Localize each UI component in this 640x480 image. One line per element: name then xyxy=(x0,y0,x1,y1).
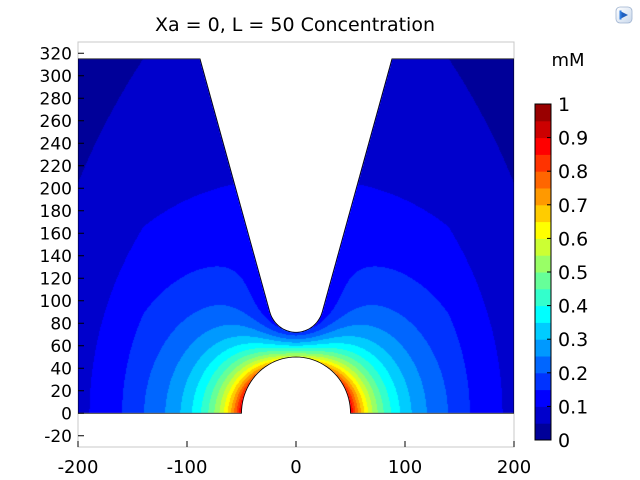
colorbar-band xyxy=(535,423,551,441)
colorbar-band xyxy=(535,322,551,340)
colorbar-tick-label: 0.4 xyxy=(558,296,588,318)
y-tick-label: 200 xyxy=(40,179,72,199)
colorbar: 1 0.9 0.8 0.7 0.6 0.5 0.4 0.3 0.2 0.1 0 xyxy=(534,94,588,452)
colorbar-unit: mM xyxy=(551,50,584,71)
domain-boundary xyxy=(78,58,514,414)
colorbar-band xyxy=(535,372,551,391)
colorbar-band xyxy=(535,305,551,323)
colorbar-band xyxy=(535,238,551,256)
x-axis: -200 -100 0 100 200 xyxy=(58,441,531,478)
y-tick-label: 120 xyxy=(40,269,72,289)
colorbar-band xyxy=(535,221,551,239)
x-tick-label: -100 xyxy=(167,457,208,478)
colorbar-tick-label: 0.1 xyxy=(558,396,588,418)
colorbar-band xyxy=(535,104,551,122)
y-tick-label: 220 xyxy=(40,157,72,177)
colorbar-band xyxy=(535,339,551,357)
y-tick-label: 320 xyxy=(40,44,72,64)
colorbar-tick-label: 0.7 xyxy=(558,195,588,217)
colorbar-band xyxy=(535,356,551,374)
colorbar-band xyxy=(535,137,551,155)
y-tick-label: 260 xyxy=(40,112,72,132)
comsol-logo-icon xyxy=(615,6,633,24)
x-tick-label: 0 xyxy=(290,457,301,478)
y-tick-label: 140 xyxy=(40,247,72,267)
colorbar-tick-label: 0.5 xyxy=(558,262,588,284)
colorbar-tick-label: 0.2 xyxy=(558,363,588,385)
colorbar-band xyxy=(535,389,551,407)
y-tick-label: 240 xyxy=(40,134,72,154)
y-tick-label: -20 xyxy=(44,427,72,447)
y-tick-label: 40 xyxy=(50,359,72,379)
colorbar-band xyxy=(535,204,551,223)
colorbar-band xyxy=(535,188,551,206)
colorbar-tick-label: 0 xyxy=(558,430,570,452)
x-tick-label: 200 xyxy=(497,457,531,478)
colorbar-tick-label: 0.3 xyxy=(558,329,588,351)
y-tick-label: 180 xyxy=(40,202,72,222)
y-tick-label: 160 xyxy=(40,224,72,244)
colorbar-band xyxy=(535,171,551,189)
y-tick-label: 280 xyxy=(40,89,72,109)
y-tick-label: 0 xyxy=(61,404,72,424)
colorbar-band xyxy=(535,255,551,273)
colorbar-band xyxy=(535,288,551,307)
chart-title: Xa = 0, L = 50 Concentration xyxy=(155,14,435,36)
y-tick-label: 80 xyxy=(50,314,72,334)
colorbar-tick-label: 0.8 xyxy=(558,161,588,183)
y-tick-label: 300 xyxy=(40,67,72,87)
colorbar-band xyxy=(535,406,551,424)
y-tick-label: 100 xyxy=(40,292,72,312)
x-tick-label: 100 xyxy=(388,457,422,478)
colorbar-band xyxy=(535,120,551,139)
y-tick-label: 60 xyxy=(50,337,72,357)
colorbar-tick-label: 0.6 xyxy=(558,228,588,250)
colorbar-tick-label: 1 xyxy=(558,94,570,116)
y-axis: 3203002802602402202001801601401201008060… xyxy=(40,44,84,447)
colorbar-band xyxy=(535,272,551,290)
colorbar-tick-label: 0.9 xyxy=(558,128,588,150)
x-tick-label: -200 xyxy=(58,457,99,478)
y-tick-label: 20 xyxy=(50,382,72,402)
colorbar-band xyxy=(535,154,551,172)
